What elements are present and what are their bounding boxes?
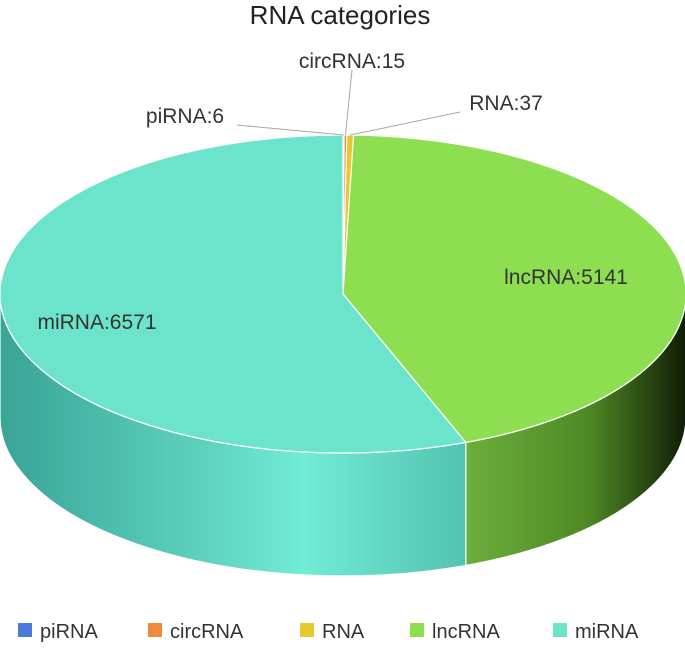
legend-item-rna: RNA xyxy=(300,621,365,643)
legend-label: RNA xyxy=(322,621,365,643)
legend-swatch xyxy=(410,623,424,637)
pie-slice-lncrna xyxy=(342,134,685,444)
pie-labels: piRNA:6 circRNA:15 RNA:37 lncRNA:5141 miRNA:… xyxy=(37,50,627,334)
leader-line-pirna xyxy=(236,124,344,136)
leader-line-circrna xyxy=(344,69,353,136)
pie-leaders xyxy=(236,69,461,136)
legend-swatch xyxy=(553,623,567,637)
legend-label: piRNA xyxy=(40,621,98,643)
legend-item-pirna: piRNA xyxy=(18,621,98,643)
legend-swatch xyxy=(18,623,32,637)
data-label-rna: RNA:37 xyxy=(469,92,543,115)
legend-swatch xyxy=(300,623,314,637)
pie-top xyxy=(0,134,685,454)
legend-item-mirna: miRNA xyxy=(553,621,639,643)
data-label-pirna: piRNA:6 xyxy=(146,105,224,128)
legend-item-circrna: circRNA xyxy=(148,621,244,643)
data-label-circrna: circRNA:15 xyxy=(299,50,405,73)
chart-title: RNA categories xyxy=(250,0,431,30)
legend-label: circRNA xyxy=(170,621,244,643)
legend-swatch xyxy=(148,623,162,637)
legend: piRNA circRNA RNA lncRNA miRNA xyxy=(18,621,639,643)
legend-label: lncRNA xyxy=(432,621,500,643)
pie-slice-mirna xyxy=(0,134,467,454)
leader-line-rna xyxy=(350,111,461,136)
data-label-mirna: miRNA:6571 xyxy=(37,311,156,334)
data-label-lncrna: lncRNA:5141 xyxy=(504,266,628,289)
legend-label: miRNA xyxy=(575,621,639,643)
legend-item-lncrna: lncRNA xyxy=(410,621,500,643)
